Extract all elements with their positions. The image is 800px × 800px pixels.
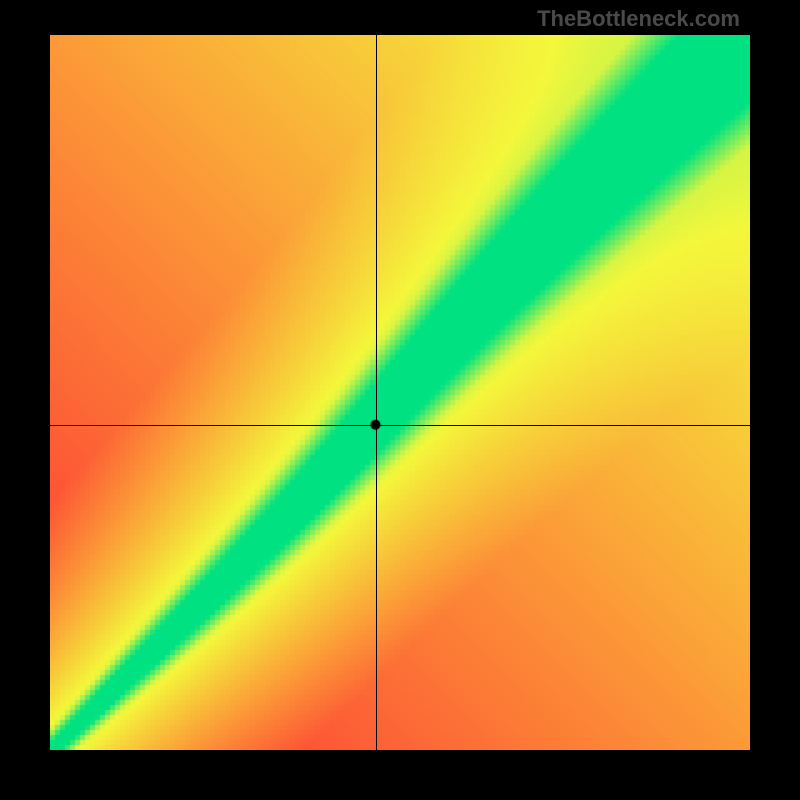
attribution-text: TheBottleneck.com [537, 6, 740, 32]
marker-canvas [50, 35, 750, 750]
outer-frame: TheBottleneck.com [0, 0, 800, 800]
heatmap-plot [50, 35, 750, 750]
